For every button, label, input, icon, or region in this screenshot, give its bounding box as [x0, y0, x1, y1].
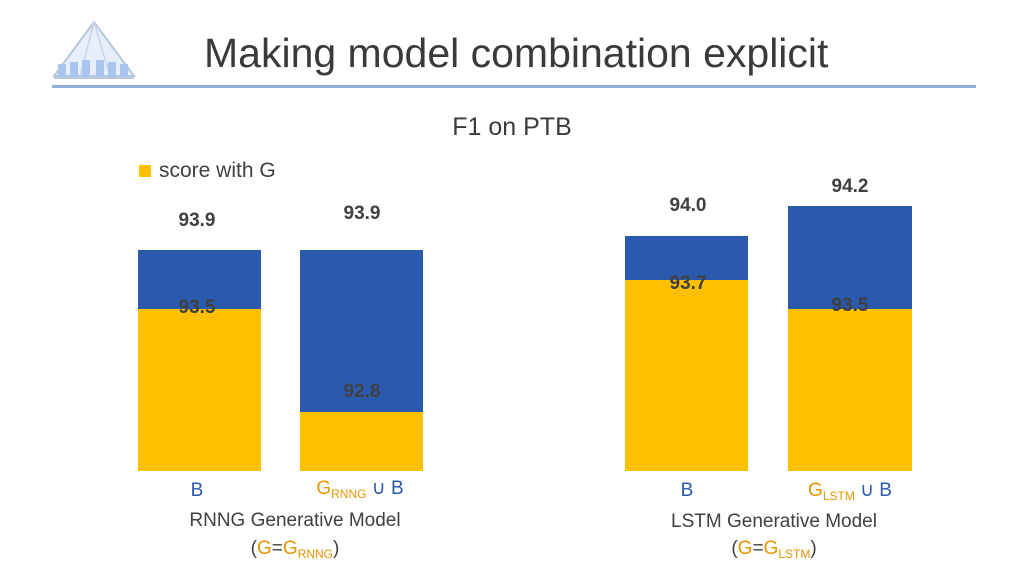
bar-rnng-b	[138, 250, 261, 471]
title-underline	[52, 85, 976, 88]
bar-score-with-g-segment	[300, 412, 423, 471]
bar-gain-segment	[138, 250, 261, 310]
bar-score-with-g-segment	[788, 309, 912, 471]
legend-swatch	[139, 165, 151, 177]
category-label: GLSTM ∪ B	[808, 480, 892, 503]
tent-pavilion-logo	[52, 20, 136, 79]
bar-rnng-g-union-b	[300, 250, 423, 471]
bar-score-with-g-segment	[625, 279, 748, 471]
total-value-label: 94.0	[669, 195, 707, 216]
bar-gain-segment	[625, 235, 748, 280]
group-equation-lstm: (G=GLSTM)	[731, 538, 817, 561]
base-value-label: 93.5	[178, 297, 216, 318]
legend-label: score with G	[159, 159, 276, 182]
total-value-label: 94.2	[831, 176, 869, 197]
category-label: B	[190, 480, 204, 501]
base-value-label: 93.7	[669, 273, 707, 294]
total-value-label: 93.9	[343, 203, 381, 224]
bar-gain-segment	[300, 250, 423, 413]
bar-score-with-g-segment	[138, 309, 261, 471]
group-equation-rnng: (G=GRNNG)	[250, 538, 340, 561]
base-value-label: 93.5	[831, 295, 869, 316]
bar-lstm-g-union-b	[788, 206, 912, 471]
total-value-label: 93.9	[178, 210, 216, 231]
category-label: B	[680, 480, 694, 501]
base-value-label: 92.8	[343, 381, 381, 402]
group-label-rnng: RNNG Generative Model	[189, 510, 401, 531]
slide-title: Making model combination explicit	[204, 30, 829, 76]
bar-gain-segment	[788, 206, 912, 310]
group-label-lstm: LSTM Generative Model	[671, 511, 877, 532]
category-label: GRNNG ∪ B	[316, 478, 404, 501]
bar-lstm-b	[625, 235, 748, 471]
chart-legend: score with G	[139, 159, 276, 183]
chart-title: F1 on PTB	[452, 113, 572, 141]
